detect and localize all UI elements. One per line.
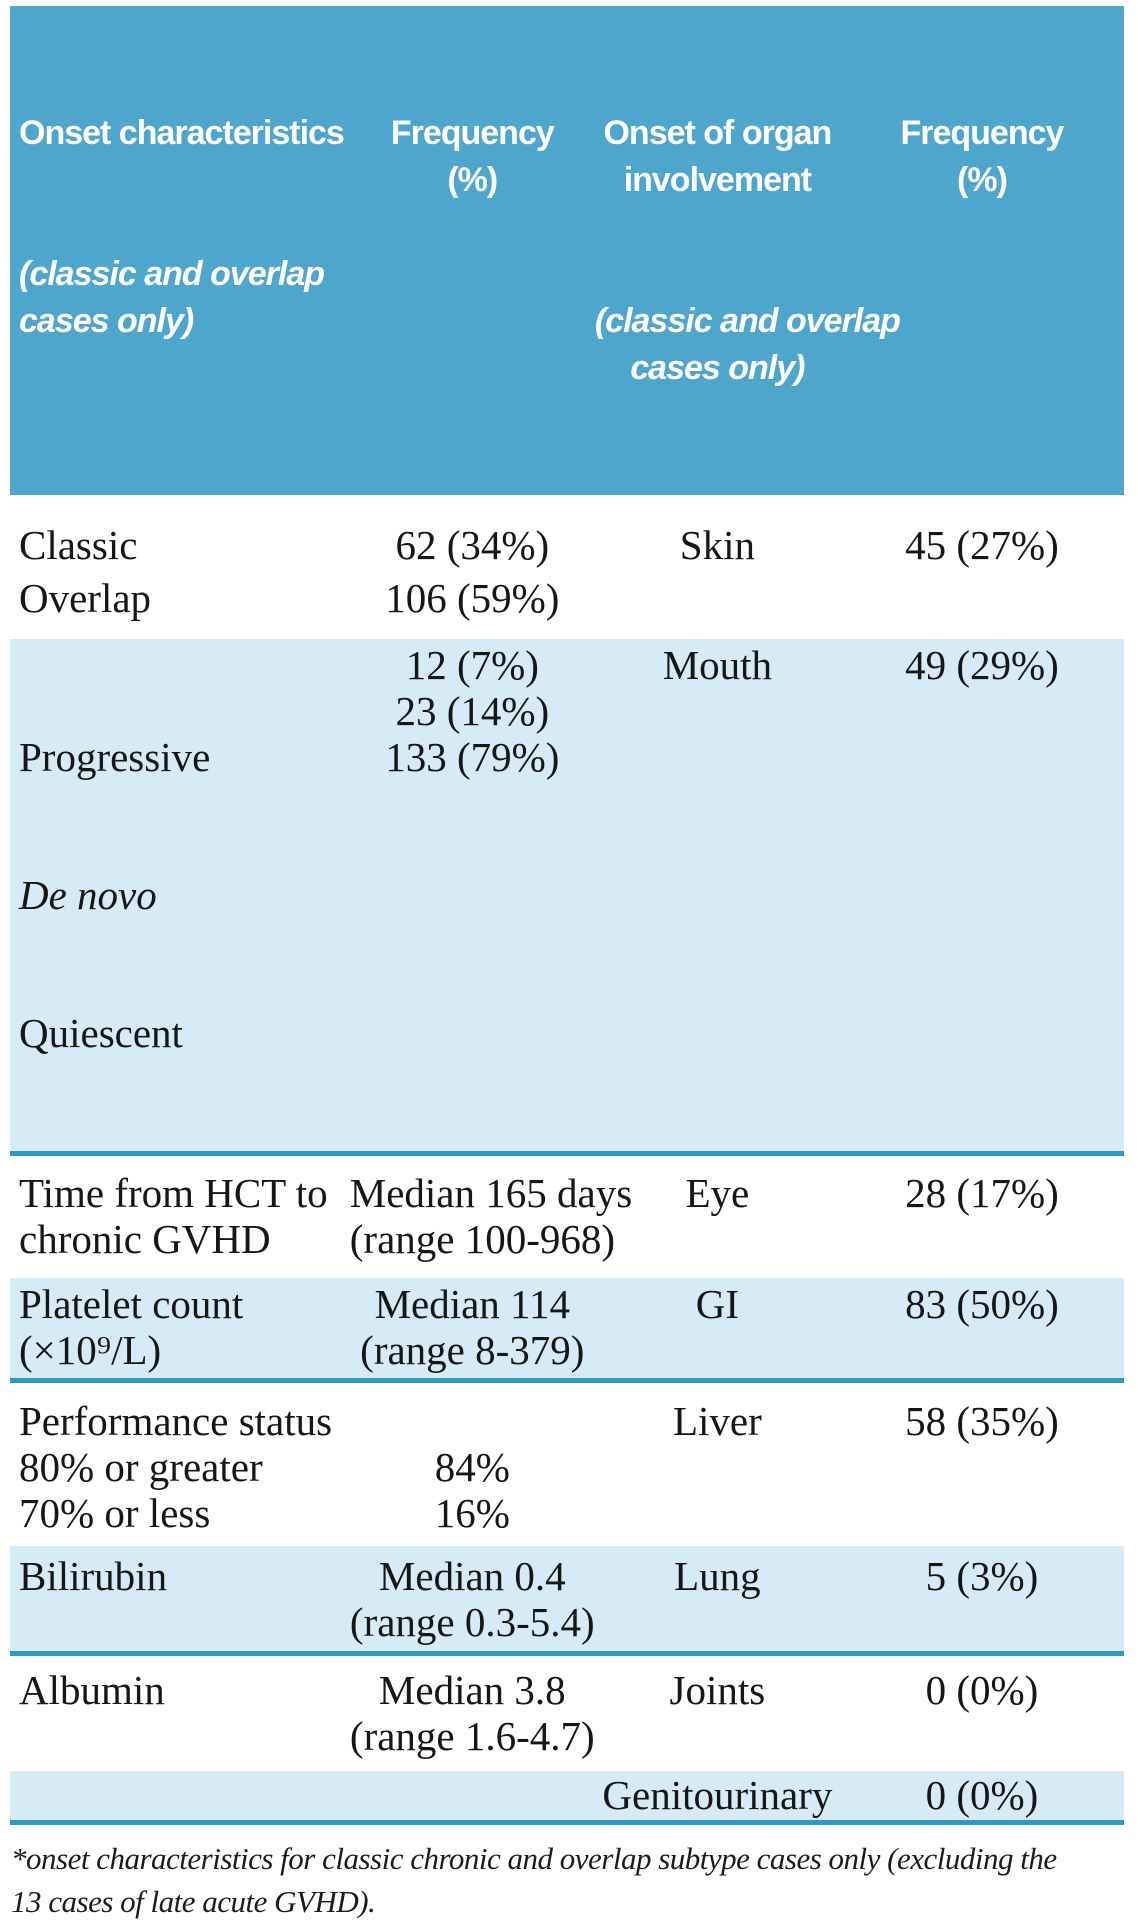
organ-frequency-cell: 45 (27%) bbox=[905, 522, 1059, 568]
organ-frequency-cell: 58 (35%) bbox=[905, 1398, 1059, 1444]
organ-cell: Genitourinary bbox=[594, 1771, 840, 1825]
organ-frequency-cell: 49 (29%) bbox=[839, 639, 1124, 1156]
onset-cell: Albumin bbox=[19, 1667, 165, 1713]
organ-frequency-cell: 28 (17%) bbox=[905, 1170, 1059, 1216]
header-organ-frequency: Frequency (%) bbox=[839, 6, 1124, 495]
organ-frequency-cell: 5 (3%) bbox=[839, 1546, 1124, 1656]
table-row-albumin: Albumin Median 3.8 (range 1.6-4.7) Joint… bbox=[10, 1654, 1124, 1772]
header-onset-characteristics-label: Onset characteristics bbox=[19, 114, 345, 152]
footnote: *onset characteristics for classic chron… bbox=[11, 1841, 1057, 1919]
organ-cell: Skin bbox=[679, 522, 755, 568]
organ-frequency-cell: 0 (0%) bbox=[839, 1771, 1124, 1825]
onset-line-progressive: Progressive bbox=[19, 734, 211, 780]
onset-cell: Time from HCT to chronic GVHD bbox=[19, 1170, 328, 1262]
table-row-classic-overlap: Classic Overlap 62 (34%) 106 (59%) Skin … bbox=[10, 495, 1124, 639]
onset-cell: Platelet count (×10⁹/L) bbox=[10, 1278, 350, 1383]
frequency-cell: Median 165 days (range 100-968) bbox=[349, 1170, 633, 1262]
frequency-cell: Median 0.4 (range 0.3-5.4) bbox=[349, 1546, 595, 1656]
frequency-cell: Median 114 (range 8-379) bbox=[349, 1278, 595, 1383]
header-organ-involvement-qualifier: (classic and overlap cases only) bbox=[594, 302, 901, 387]
organ-cell: Eye bbox=[685, 1170, 750, 1216]
organ-cell: Joints bbox=[669, 1667, 766, 1713]
table-row-bilirubin: Bilirubin Median 0.4 (range 0.3-5.4) Lun… bbox=[10, 1546, 1124, 1656]
table-row-genitourinary: Genitourinary 0 (0%) bbox=[10, 1771, 1124, 1825]
onset-cell bbox=[10, 1771, 350, 1825]
frequency-cell: Median 3.8 (range 1.6-4.7) bbox=[349, 1667, 595, 1759]
frequency-cell: 84% 16% bbox=[434, 1444, 510, 1536]
header-onset-characteristics: Onset characteristics (classic and overl… bbox=[10, 6, 350, 495]
organ-frequency-cell: 83 (50%) bbox=[839, 1278, 1124, 1383]
onset-cell: Progressive De novo Quiescent bbox=[10, 639, 350, 1156]
header-organ-frequency-label: Frequency (%) bbox=[900, 114, 1064, 199]
header-frequency-label: Frequency (%) bbox=[390, 114, 555, 199]
gvhd-onset-table-wrap: Onset characteristics (classic and overl… bbox=[10, 6, 1124, 1923]
table-header-row: Onset characteristics (classic and overl… bbox=[10, 6, 1124, 495]
header-organ-involvement-label: Onset of organ involvement bbox=[603, 114, 832, 199]
organ-cell: GI bbox=[594, 1278, 840, 1383]
organ-cell: Lung bbox=[594, 1546, 840, 1656]
frequency-cell: 12 (7%) 23 (14%) 133 (79%) bbox=[349, 639, 595, 1156]
gvhd-onset-table: Onset characteristics (classic and overl… bbox=[10, 6, 1124, 1825]
onset-cell: Performance status 80% or greater 70% or… bbox=[19, 1398, 333, 1536]
frequency-cell: 62 (34%) 106 (59%) bbox=[385, 522, 560, 621]
organ-cell: Liver bbox=[672, 1398, 762, 1444]
onset-line-de-novo: De novo bbox=[19, 872, 157, 918]
frequency-cell bbox=[349, 1771, 595, 1825]
table-row-platelet-count: Platelet count (×10⁹/L) Median 114 (rang… bbox=[10, 1278, 1124, 1383]
table-row-performance-status: Performance status 80% or greater 70% or… bbox=[10, 1381, 1124, 1547]
header-organ-involvement: Onset of organ involvement (classic and … bbox=[594, 6, 901, 495]
organ-cell: Mouth bbox=[594, 639, 840, 1156]
organ-frequency-cell: 0 (0%) bbox=[925, 1667, 1039, 1713]
header-onset-characteristics-qualifier: (classic and overlap cases only) bbox=[19, 255, 325, 340]
header-frequency: Frequency (%) bbox=[349, 6, 595, 495]
onset-line-quiescent: Quiescent bbox=[19, 1010, 183, 1056]
table-row-time-from-hct: Time from HCT to chronic GVHD Median 165… bbox=[10, 1154, 1124, 1279]
table-row-progressive-denovo-quiescent: Progressive De novo Quiescent 12 (7%) 23… bbox=[10, 639, 1124, 1156]
onset-cell: Classic Overlap bbox=[19, 522, 152, 621]
onset-cell: Bilirubin bbox=[10, 1546, 350, 1656]
